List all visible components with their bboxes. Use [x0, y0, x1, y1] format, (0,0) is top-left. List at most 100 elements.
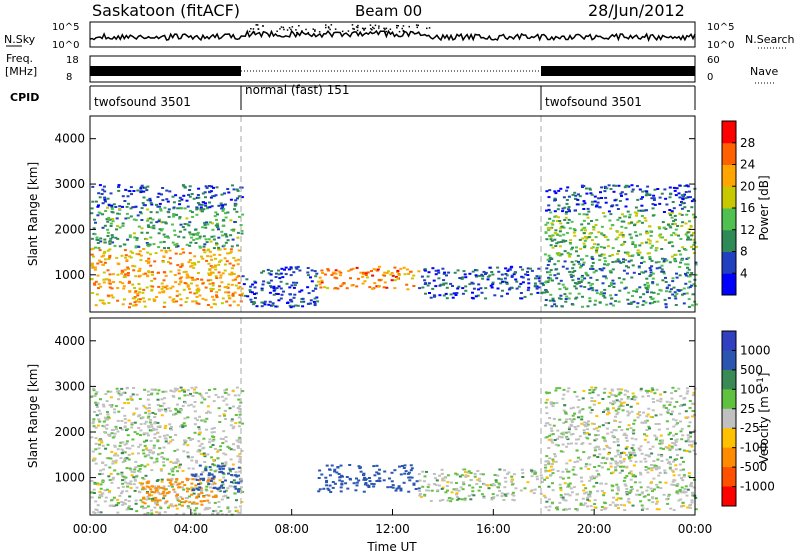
data-cell: [159, 507, 163, 510]
data-cell: [362, 478, 366, 481]
data-cell: [161, 260, 165, 263]
data-cell: [367, 484, 371, 487]
data-cell: [368, 477, 371, 479]
data-cell: [562, 498, 565, 501]
data-cell: [157, 218, 161, 221]
data-cell: [187, 224, 191, 227]
data-cell: [600, 489, 604, 492]
data-cell: [150, 469, 154, 472]
data-cell: [204, 204, 208, 207]
data-cell: [691, 293, 695, 296]
data-cell: [675, 458, 679, 461]
data-cell: [612, 496, 616, 499]
data-cell: [692, 440, 696, 443]
data-cell: [119, 394, 122, 397]
data-cell: [92, 389, 96, 392]
data-cell: [546, 271, 549, 274]
data-cell: [177, 272, 181, 275]
data-cell: [217, 407, 221, 410]
data-cell: [602, 494, 606, 497]
data-cell: [97, 409, 101, 412]
data-cell: [636, 221, 640, 224]
data-cell: [682, 468, 685, 471]
data-cell: [223, 248, 227, 250]
data-cell: [623, 393, 627, 396]
data-cell: [496, 474, 500, 477]
data-cell: [139, 434, 142, 437]
data-cell: [686, 196, 690, 199]
data-cell: [674, 390, 678, 393]
data-cell: [176, 494, 179, 496]
data-cell: [575, 438, 579, 441]
data-cell: [537, 267, 541, 270]
data-cell: [156, 205, 160, 208]
data-cell: [112, 496, 116, 499]
data-cell: [338, 476, 342, 479]
data-cell: [346, 487, 350, 490]
data-cell: [92, 255, 95, 258]
data-cell: [134, 275, 138, 278]
data-cell: [365, 276, 369, 279]
data-cell: [184, 301, 188, 303]
data-cell: [671, 480, 675, 483]
data-cell: [440, 487, 444, 490]
data-cell: [622, 258, 625, 261]
data-cell: [687, 305, 691, 308]
data-cell: [296, 265, 300, 268]
data-cell: [647, 467, 651, 470]
data-cell: [112, 454, 116, 457]
data-cell: [227, 472, 230, 475]
data-cell: [237, 474, 241, 477]
data-cell: [399, 489, 403, 492]
data-cell: [109, 504, 113, 507]
data-cell: [218, 288, 221, 291]
data-cell: [592, 228, 596, 231]
data-cell: [167, 485, 171, 488]
data-cell: [229, 219, 233, 222]
data-cell: [689, 503, 693, 506]
data-cell: [553, 210, 557, 213]
data-cell: [185, 282, 189, 285]
data-cell: [607, 184, 611, 187]
data-cell: [153, 491, 157, 494]
data-cell: [569, 487, 573, 490]
data-cell: [684, 485, 688, 488]
data-cell: [188, 244, 192, 247]
data-cell: [190, 512, 194, 515]
data-cell: [214, 275, 218, 278]
data-cell: [409, 464, 413, 467]
data-cell: [632, 429, 636, 432]
data-cell: [617, 260, 621, 263]
data-cell: [203, 251, 207, 254]
data-cell: [169, 287, 173, 290]
data-cell: [160, 478, 164, 481]
data-cell: [654, 249, 658, 252]
data-cell: [193, 278, 197, 281]
data-cell: [609, 227, 613, 230]
data-cell: [120, 420, 124, 422]
data-cell: [592, 403, 596, 406]
data-cell: [657, 428, 661, 431]
data-cell: [628, 233, 632, 236]
data-cell: [162, 490, 166, 493]
data-cell: [336, 466, 340, 468]
data-cell: [97, 192, 101, 195]
data-cell: [653, 203, 657, 206]
data-cell: [98, 494, 102, 497]
data-cell: [616, 497, 620, 500]
data-cell: [157, 220, 161, 223]
data-cell: [92, 387, 96, 390]
data-cell: [125, 387, 129, 390]
data-cell: [218, 253, 222, 256]
data-cell: [651, 388, 655, 391]
data-cell: [128, 302, 132, 305]
data-cell: [169, 262, 173, 265]
data-cell: [626, 410, 630, 413]
data-cell: [635, 234, 639, 237]
data-cell: [138, 481, 142, 484]
data-cell: [105, 488, 109, 491]
data-cell: [132, 471, 136, 474]
data-cell: [124, 256, 128, 259]
data-cell: [178, 277, 182, 280]
data-cell: [687, 298, 691, 301]
